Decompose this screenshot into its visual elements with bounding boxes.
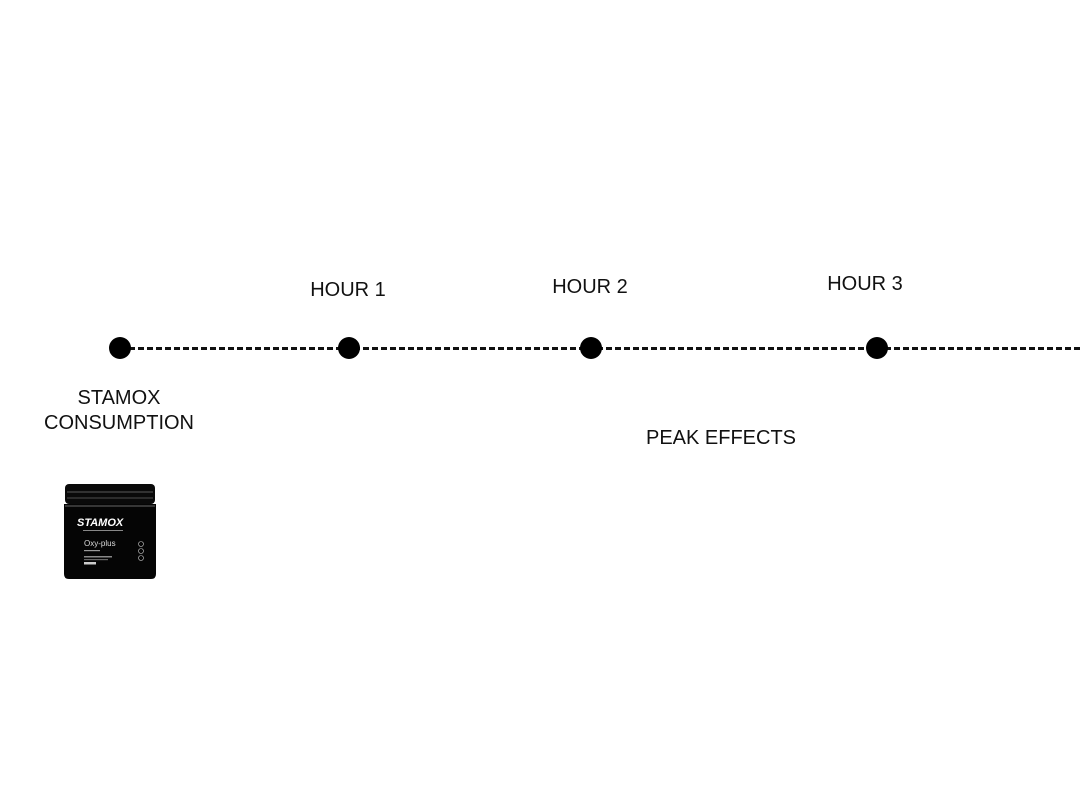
timeline-dot-hour-1 <box>338 337 360 359</box>
timeline-dot-hour-3 <box>866 337 888 359</box>
label-consumption-line1: STAMOX <box>77 387 161 409</box>
svg-text:STAMOX: STAMOX <box>77 517 124 529</box>
product-jar-image: STAMOX Oxy-plus <box>64 484 156 579</box>
label-hour-3: HOUR 3 <box>827 273 903 295</box>
timeline-dot-consumption <box>109 337 131 359</box>
label-hour-1: HOUR 1 <box>310 279 386 301</box>
timeline-dot-hour-2 <box>580 337 602 359</box>
svg-text:Oxy-plus: Oxy-plus <box>84 539 116 548</box>
label-consumption-line2: CONSUMPTION <box>44 412 194 434</box>
label-peak-effects: PEAK EFFECTS <box>645 427 797 449</box>
label-consumption: STAMOX CONSUMPTION <box>44 386 194 436</box>
label-hour-2: HOUR 2 <box>552 276 628 298</box>
